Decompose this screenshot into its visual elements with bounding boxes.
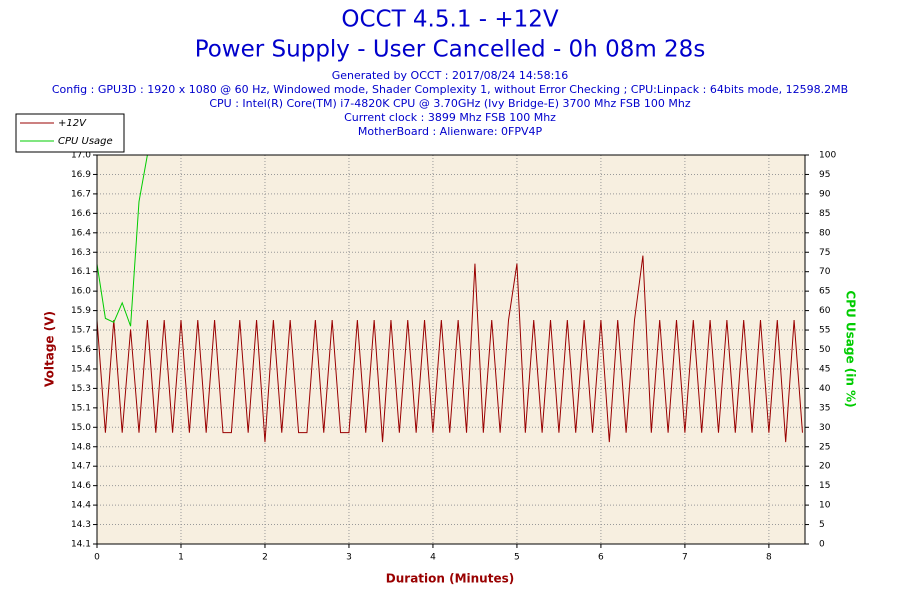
y2-tick-label: 15 xyxy=(819,481,830,491)
y-tick-label: 15.3 xyxy=(71,384,91,394)
y-tick-label: 17.0 xyxy=(71,151,91,161)
y-tick-label: 15.9 xyxy=(71,306,91,316)
info-line: MotherBoard : Alienware: 0FPV4P xyxy=(358,125,543,138)
y-tick-label: 15.6 xyxy=(71,345,91,355)
y2-tick-label: 20 xyxy=(819,462,831,472)
y-tick-label: 15.4 xyxy=(71,364,91,374)
x-tick-label: 2 xyxy=(262,553,268,563)
y-tick-label: 16.0 xyxy=(71,287,91,297)
y-tick-label: 16.4 xyxy=(71,228,91,238)
y2-tick-label: 90 xyxy=(819,189,831,199)
y2-tick-label: 50 xyxy=(819,345,831,355)
y2-tick-label: 25 xyxy=(819,442,830,452)
y2-tick-label: 60 xyxy=(819,306,831,316)
y2-tick-label: 70 xyxy=(819,267,831,277)
y2-tick-label: 30 xyxy=(819,423,831,433)
y-tick-label: 15.1 xyxy=(71,403,91,413)
legend-label: +12V xyxy=(58,118,87,129)
legend-label: CPU Usage xyxy=(58,136,113,147)
y-tick-label: 16.7 xyxy=(71,189,91,199)
y2-tick-label: 0 xyxy=(819,540,825,550)
y-tick-label: 14.4 xyxy=(71,501,91,511)
x-tick-label: 6 xyxy=(598,553,604,563)
info-line: Current clock : 3899 Mhz FSB 100 Mhz xyxy=(344,111,556,124)
y2-tick-label: 95 xyxy=(819,170,830,180)
y-tick-label: 14.7 xyxy=(71,462,91,472)
x-axis-label: Duration (Minutes) xyxy=(386,572,514,586)
x-tick-label: 4 xyxy=(430,553,436,563)
y2-tick-label: 100 xyxy=(819,151,836,161)
y-tick-label: 16.3 xyxy=(71,248,91,258)
y-tick-label: 14.6 xyxy=(71,481,91,491)
y2-tick-label: 75 xyxy=(819,248,830,258)
y2-tick-label: 85 xyxy=(819,209,830,219)
y2-tick-label: 65 xyxy=(819,287,830,297)
y-tick-label: 14.8 xyxy=(71,442,91,452)
y-axis-label: Voltage (V) xyxy=(43,311,57,387)
x-tick-label: 1 xyxy=(178,553,184,563)
series-line xyxy=(96,255,803,443)
y-tick-label: 16.6 xyxy=(71,209,91,219)
plot-border xyxy=(96,154,806,545)
chart-title: OCCT 4.5.1 - +12V xyxy=(341,7,559,33)
x-tick-label: 3 xyxy=(346,553,352,563)
info-line: CPU : Intel(R) Core(TM) i7-4820K CPU @ 3… xyxy=(209,97,690,110)
info-line: Generated by OCCT : 2017/08/24 14:58:16 xyxy=(332,69,569,82)
y2-tick-label: 80 xyxy=(819,228,831,238)
y2-tick-label: 5 xyxy=(819,520,825,530)
y2-tick-label: 10 xyxy=(819,501,831,511)
y-tick-label: 16.1 xyxy=(71,267,91,277)
x-tick-label: 8 xyxy=(766,553,772,563)
x-tick-label: 5 xyxy=(514,553,520,563)
info-line: Config : GPU3D : 1920 x 1080 @ 60 Hz, Wi… xyxy=(52,83,848,96)
y2-tick-label: 40 xyxy=(819,384,831,394)
y2-tick-label: 35 xyxy=(819,403,830,413)
y-tick-label: 15.7 xyxy=(71,326,91,336)
y-tick-label: 14.1 xyxy=(71,540,91,550)
y-tick-label: 15.0 xyxy=(71,423,91,433)
legend-box xyxy=(15,113,125,153)
y2-tick-label: 45 xyxy=(819,364,830,374)
y-tick-label: 14.3 xyxy=(71,520,91,530)
y2-axis-label: CPU Usage (in %) xyxy=(844,290,858,407)
y2-tick-label: 55 xyxy=(819,326,830,336)
x-tick-label: 0 xyxy=(94,553,100,563)
chart-subtitle: Power Supply - User Cancelled - 0h 08m 2… xyxy=(195,37,706,63)
x-tick-label: 7 xyxy=(682,553,688,563)
y-tick-label: 16.9 xyxy=(71,170,91,180)
